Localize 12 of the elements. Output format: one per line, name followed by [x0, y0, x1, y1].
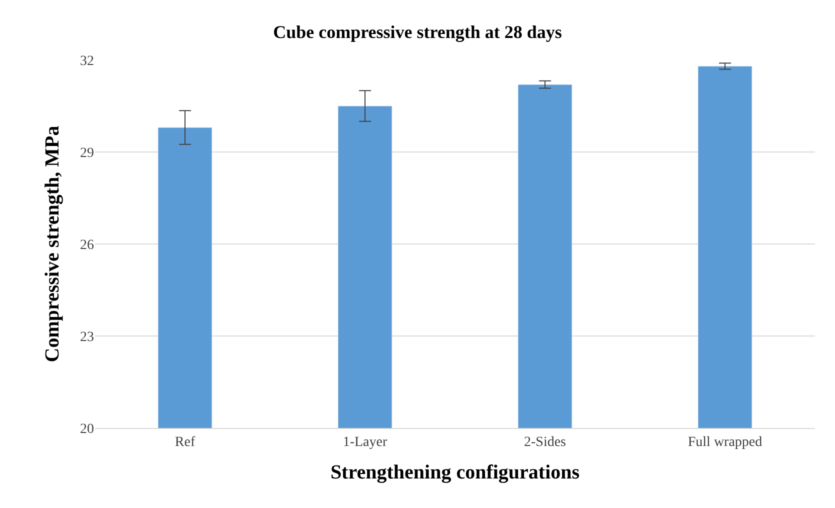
y-tick-label: 23	[80, 330, 94, 345]
y-tick-label: 32	[80, 54, 94, 69]
y-tick-label: 20	[80, 422, 94, 437]
x-tick-label: Full wrapped	[688, 434, 762, 450]
y-axis-title: Compressive strength, MPa	[42, 126, 64, 362]
x-tick-label: 1-Layer	[342, 434, 388, 450]
y-tick-label: 29	[80, 146, 94, 161]
x-axis-title: Strengthening configurations	[330, 461, 580, 484]
y-tick-label: 26	[80, 238, 94, 253]
x-tick-label: 2-Sides	[524, 434, 566, 450]
chart-title: Cube compressive strength at 28 days	[273, 22, 562, 42]
x-tick-label: Ref	[174, 434, 196, 450]
